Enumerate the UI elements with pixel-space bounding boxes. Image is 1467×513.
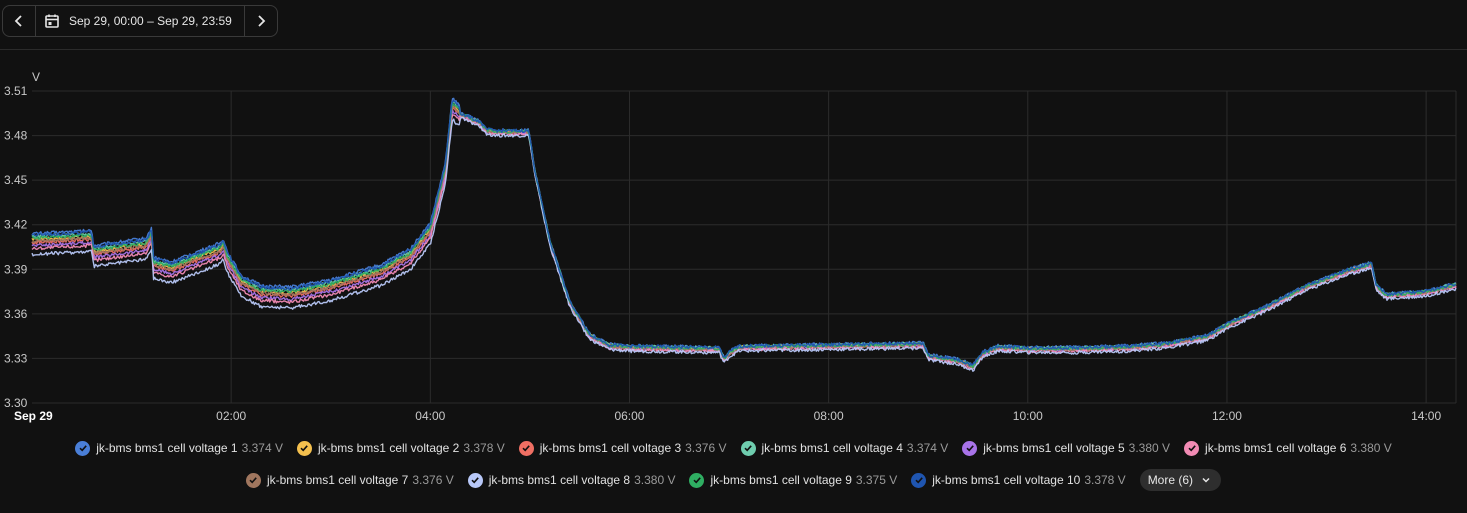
axes: 3.30 3.33 3.36 3.39 3.42 3.45 3.48 3.51 V Sep 29 0… [4,70,1441,423]
check-icon [467,472,483,488]
check-icon [689,472,705,488]
series-line [31,105,1457,369]
y-tick-label: 3.42 [4,218,28,232]
x-tick-label: 10:00 [1013,409,1043,423]
check-icon [962,440,978,456]
legend-item[interactable]: jk-bms bms1 cell voltage 1 3.374 V [75,440,283,456]
x-tick-label: 12:00 [1212,409,1242,423]
x-tick-label: 14:00 [1411,409,1441,423]
date-range-button[interactable]: Sep 29, 00:00 – Sep 29, 23:59 [35,6,245,36]
series-line [31,101,1457,368]
legend-item[interactable]: jk-bms bms1 cell voltage 8 3.380 V [467,472,676,488]
legend-item[interactable]: jk-bms bms1 cell voltage 7 3.376 V [245,472,454,488]
y-tick-label: 3.36 [4,307,28,321]
legend-item[interactable]: jk-bms bms1 cell voltage 5 3.380 V [962,440,1171,456]
y-tick-label: 3.39 [4,262,28,276]
legend-series-name: jk-bms bms1 cell voltage 5 [983,441,1125,455]
legend-series-name: jk-bms bms1 cell voltage 4 [761,441,903,455]
x-tick-label: 04:00 [415,409,445,423]
legend-series-name: jk-bms bms1 cell voltage 10 [932,473,1081,487]
x-tick-label: 06:00 [614,409,644,423]
legend-series-value: 3.380 V [1128,441,1171,455]
chevron-right-icon [258,15,266,27]
grid [32,90,1457,404]
check-icon [245,472,261,488]
check-icon [518,440,534,456]
legend-item[interactable]: jk-bms bms1 cell voltage 6 3.380 V [1184,440,1392,456]
x-tick-label: 02:00 [216,409,246,423]
check-icon [911,472,927,488]
legend-item[interactable]: jk-bms bms1 cell voltage 3 3.376 V [518,440,727,456]
legend-item[interactable]: jk-bms bms1 cell voltage 2 3.378 V [296,440,505,456]
date-range-picker: Sep 29, 00:00 – Sep 29, 23:59 [2,5,278,37]
legend-item[interactable]: jk-bms bms1 cell voltage 10 3.378 V [911,472,1126,488]
series-line [31,116,1457,372]
series-line [31,114,1457,370]
legend-item[interactable]: jk-bms bms1 cell voltage 9 3.375 V [689,472,898,488]
legend-series-value: 3.376 V [412,473,454,487]
legend-series-name: jk-bms bms1 cell voltage 2 [317,441,460,455]
y-axis-label: V [32,70,40,84]
legend-series-value: 3.380 V [1350,441,1392,455]
chevron-left-icon [14,15,22,27]
chevron-down-icon [1202,477,1210,483]
calendar-icon [45,14,59,28]
legend-series-value: 3.374 V [241,441,283,455]
legend-series-name: jk-bms bms1 cell voltage 1 [96,441,238,455]
series-line [31,105,1457,369]
check-icon [75,440,91,456]
series-line [31,102,1457,369]
x-tick-label: Sep 29 [14,409,53,423]
check-icon [1184,440,1200,456]
legend-series-value: 3.375 V [855,473,898,487]
chart-area: 3.30 3.33 3.36 3.39 3.42 3.45 3.48 3.51 V Sep 29 0… [0,60,1467,430]
legend-series-name: jk-bms bms1 cell voltage 6 [1205,441,1347,455]
y-tick-label: 3.30 [4,396,28,410]
date-range-label: Sep 29, 00:00 – Sep 29, 23:59 [69,14,232,28]
y-tick-label: 3.48 [4,129,28,143]
legend-more-label: More (6) [1147,473,1194,487]
series-line [31,97,1457,367]
legend-series-value: 3.378 V [1084,473,1126,487]
y-tick-label: 3.45 [4,173,28,187]
y-tick-label: 3.51 [4,84,28,98]
check-icon [740,440,756,456]
legend-series-value: 3.380 V [634,473,676,487]
previous-range-button[interactable] [3,6,35,36]
legend-series-name: jk-bms bms1 cell voltage 3 [539,441,682,455]
legend-series-name: jk-bms bms1 cell voltage 9 [710,473,852,487]
voltage-chart[interactable]: 3.30 3.33 3.36 3.39 3.42 3.45 3.48 3.51 V Sep 29 0… [0,60,1467,430]
toolbar: Sep 29, 00:00 – Sep 29, 23:59 [0,0,1467,50]
legend-series-value: 3.378 V [463,441,505,455]
legend-series-value: 3.374 V [906,441,949,455]
series-line [31,100,1456,367]
x-tick-label: 08:00 [814,409,844,423]
legend-series-name: jk-bms bms1 cell voltage 7 [266,473,409,487]
series-line [31,106,1457,369]
legend-more-button[interactable]: More (6) [1139,469,1222,491]
check-icon [296,440,312,456]
series-lines [31,97,1457,372]
series-line [31,109,1457,370]
legend-series-name: jk-bms bms1 cell voltage 8 [488,473,631,487]
y-tick-label: 3.33 [4,351,28,365]
legend-item[interactable]: jk-bms bms1 cell voltage 4 3.374 V [740,440,949,456]
next-range-button[interactable] [245,6,277,36]
legend-series-value: 3.376 V [685,441,727,455]
